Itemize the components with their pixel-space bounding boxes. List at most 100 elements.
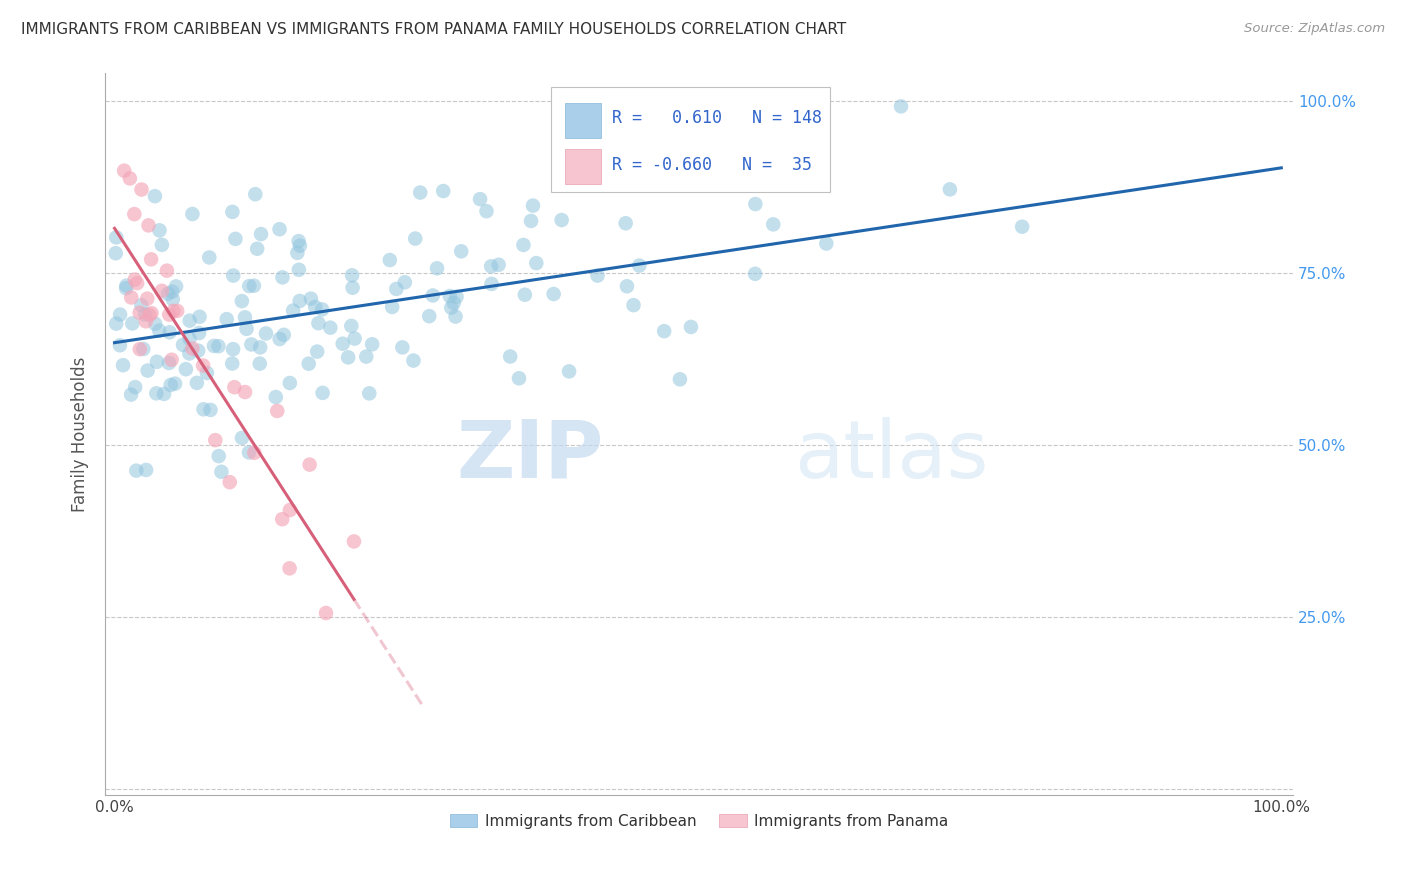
Point [250, 227, 273, 241]
Legend: Immigrants from Caribbean, Immigrants from Panama: Immigrants from Caribbean, Immigrants fr… [443, 807, 955, 835]
Point [159, 326, 181, 340]
Point [558, 364, 581, 378]
Point [359, 386, 381, 401]
Point [815, 236, 838, 251]
Text: atlas: atlas [794, 417, 988, 495]
Point [404, 231, 426, 245]
Point [186, 376, 208, 390]
Point [181, 207, 204, 221]
Point [157, 356, 180, 370]
Point [343, 332, 366, 346]
Point [105, 317, 128, 331]
Point [586, 268, 609, 283]
Point [264, 390, 287, 404]
Point [208, 449, 231, 463]
Point [222, 342, 245, 356]
Point [166, 304, 188, 318]
Text: R = -0.660   N =  35: R = -0.660 N = 35 [613, 156, 813, 174]
Point [307, 316, 329, 330]
Point [128, 342, 150, 356]
Point [616, 279, 638, 293]
Point [159, 378, 181, 392]
Point [299, 292, 322, 306]
FancyBboxPatch shape [565, 103, 600, 138]
Point [652, 324, 675, 338]
Point [121, 317, 143, 331]
Point [115, 281, 138, 295]
Point [127, 276, 149, 290]
Point [120, 387, 142, 401]
Point [475, 204, 498, 219]
Point [179, 313, 201, 327]
Point [131, 298, 153, 312]
Point [391, 340, 413, 354]
Point [181, 342, 204, 356]
Point [136, 363, 159, 377]
Point [288, 238, 311, 252]
Point [278, 503, 301, 517]
Point [157, 308, 180, 322]
FancyBboxPatch shape [551, 87, 830, 192]
Text: Source: ZipAtlas.com: Source: ZipAtlas.com [1244, 22, 1385, 36]
Point [136, 292, 159, 306]
Point [409, 186, 432, 200]
Point [288, 262, 311, 277]
Point [394, 275, 416, 289]
Point [148, 324, 170, 338]
Point [287, 234, 309, 248]
Point [108, 338, 131, 352]
Point [450, 244, 472, 259]
Point [162, 285, 184, 299]
Y-axis label: Family Households: Family Households [72, 357, 89, 512]
Point [298, 458, 321, 472]
Point [193, 402, 215, 417]
Point [744, 197, 766, 211]
Point [479, 260, 502, 274]
Point [172, 338, 194, 352]
Point [141, 306, 163, 320]
Point [153, 387, 176, 401]
Point [188, 326, 211, 340]
Point [215, 312, 238, 326]
Point [628, 259, 651, 273]
Point [418, 309, 440, 323]
Point [288, 293, 311, 308]
Text: IMMIGRANTS FROM CARIBBEAN VS IMMIGRANTS FROM PANAMA FAMILY HOUSEHOLDS CORRELATIO: IMMIGRANTS FROM CARIBBEAN VS IMMIGRANTS … [21, 22, 846, 37]
Point [134, 308, 156, 322]
Point [281, 303, 304, 318]
Point [146, 355, 169, 369]
Point [174, 362, 197, 376]
Point [125, 464, 148, 478]
Point [443, 295, 465, 310]
Point [744, 267, 766, 281]
Point [202, 339, 225, 353]
Point [426, 261, 449, 276]
Point [385, 282, 408, 296]
Point [439, 289, 461, 303]
Point [115, 278, 138, 293]
Point [311, 302, 333, 317]
Point [162, 304, 184, 318]
Point [319, 320, 342, 334]
Point [254, 326, 277, 341]
Point [245, 187, 267, 202]
Point [269, 222, 291, 236]
Point [179, 346, 201, 360]
Point [233, 310, 256, 325]
Point [522, 199, 544, 213]
Point [135, 314, 157, 328]
Point [131, 182, 153, 196]
Point [160, 352, 183, 367]
Point [238, 445, 260, 459]
FancyBboxPatch shape [565, 149, 600, 184]
Point [269, 332, 291, 346]
Point [233, 385, 256, 400]
Point [679, 320, 702, 334]
Point [143, 189, 166, 203]
Point [342, 281, 364, 295]
Point [240, 337, 263, 351]
Point [266, 404, 288, 418]
Point [243, 278, 266, 293]
Point [315, 606, 337, 620]
Point [112, 163, 135, 178]
